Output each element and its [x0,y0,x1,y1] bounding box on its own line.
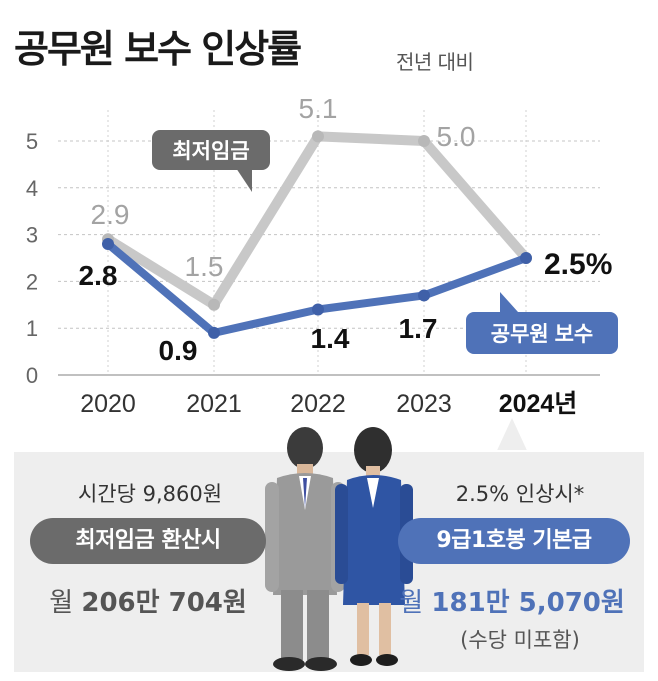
y-tick-label: 0 [26,363,38,388]
man-figure [265,427,345,671]
allowance-note: (수당 미포함) [460,628,580,652]
minimum-wage-callout-pointer [236,168,252,192]
civil-servant-data-label: 1.4 [311,323,350,354]
x-tick-label: 2024년 [499,390,578,418]
civil-servant-pill: 9급1호봉 기본급 [398,518,630,564]
minimum-wage-callout-box [152,130,270,170]
civil-servant-data-label: 0.9 [159,335,198,366]
minimum-wage-data-label: 5.1 [299,93,338,124]
x-tick-label: 2020 [80,390,136,418]
civil-servant-callout-box [466,312,618,354]
x-tick-label: 2021 [186,390,242,418]
civil-servant-callout-pointer [500,292,518,312]
minimum-wage-data-label: 2.9 [91,199,130,230]
civil-servant-data-label: 1.7 [399,313,438,344]
civil-servant-legend-label: 공무원 보수 [491,323,593,346]
series-line-civil-servant [104,239,530,337]
monthly-value: 206만 704원 [81,588,247,618]
civil-servant-monthly: 월 181만 5,070원 [386,582,638,619]
monthly-prefix: 월 [49,588,74,618]
monthly-value: 181만 5,070원 [431,588,625,618]
civil-servant-data-label: 2.8 [79,260,118,291]
minimum-wage-point [208,298,220,311]
page-title: 공무원 보수 인상률 [14,27,302,71]
minimum-wage-data-label: 5.0 [437,121,476,152]
civil-servant-point [102,237,114,250]
minimum-wage-legend-label: 최저임금 [172,140,249,163]
civil-servant-data-label: 2.5% [544,248,612,281]
line-chart: 0 1 2 3 4 5 2020 2021 2022 2023 2024년 2.9 1.5 5.1 5.0 2… [26,93,618,450]
y-tick-label: 5 [26,129,38,154]
civil-servant-point [208,326,220,339]
minimum-wage-point [418,135,430,147]
minimum-wage-pill: 최저임금 환산시 [30,518,266,564]
minimum-wage-point [312,130,324,143]
page-subtitle: 전년 대비 [396,50,474,74]
y-tick-label: 4 [26,176,38,201]
hourly-wage-text: 시간당 9,860원 [77,482,223,506]
minimum-wage-monthly: 월 206만 704원 [30,582,266,619]
minimum-wage-data-label: 1.5 [185,251,224,282]
y-tick-label: 2 [26,269,38,294]
civil-servant-point [312,303,324,316]
monthly-prefix: 월 [399,588,424,618]
y-tick-label: 1 [26,316,38,341]
civil-servant-point [520,252,532,264]
panel-pointer [497,418,527,450]
civil-servant-point [418,289,430,302]
x-tick-label: 2022 [290,390,346,418]
x-tick-label: 2023 [396,390,452,418]
y-tick-label: 3 [26,223,38,248]
raise-condition-text: 2.5% 인상시* [455,482,585,506]
